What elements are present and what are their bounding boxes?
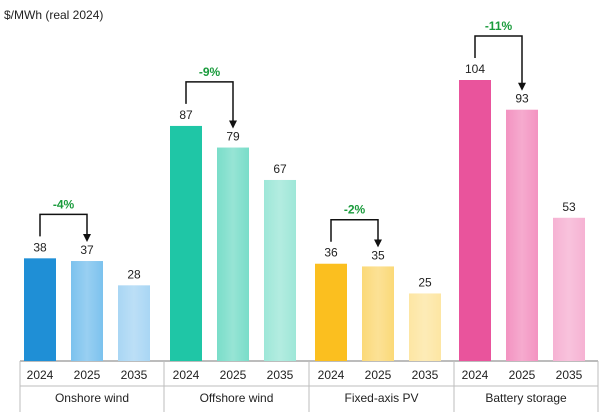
tick-label-fixed-axis-pv-2024: 2024 (318, 368, 345, 382)
tick-label-battery-storage-2024: 2024 (462, 368, 489, 382)
tick-label-onshore-wind-2024: 2024 (27, 368, 54, 382)
bar-sheen-onshore-wind-2035 (118, 285, 150, 361)
tick-label-offshore-wind-2035: 2035 (267, 368, 294, 382)
bar-battery-storage-2024 (459, 80, 491, 361)
change-arrow-battery-storage (474, 35, 526, 91)
change-label-battery-storage: -11% (485, 19, 513, 33)
data-label-onshore-wind-2035: 28 (127, 267, 141, 281)
data-label-onshore-wind-2024: 38 (33, 240, 47, 254)
bar-sheen-fixed-axis-pv-2025 (362, 266, 394, 361)
bar-sheen-battery-storage-2035 (553, 217, 585, 361)
data-label-battery-storage-2035: 53 (562, 200, 576, 214)
data-label-battery-storage-2024: 104 (465, 62, 485, 76)
bar-onshore-wind-2024 (24, 258, 56, 361)
bar-sheen-offshore-wind-2025 (217, 147, 249, 361)
tick-label-battery-storage-2025: 2025 (509, 368, 536, 382)
tick-label-offshore-wind-2024: 2024 (173, 368, 200, 382)
data-label-battery-storage-2025: 93 (515, 92, 529, 106)
change-arrow-fixed-axis-pv (330, 218, 382, 248)
change-label-offshore-wind: -9% (199, 65, 221, 79)
change-label-onshore-wind: -4% (53, 197, 75, 211)
tick-label-onshore-wind-2035: 2035 (121, 368, 148, 382)
bar-sheen-fixed-axis-pv-2035 (409, 293, 441, 361)
bar-sheen-offshore-wind-2035 (264, 179, 296, 361)
tick-label-fixed-axis-pv-2025: 2025 (365, 368, 392, 382)
bar-offshore-wind-2024 (170, 125, 202, 361)
data-label-fixed-axis-pv-2035: 25 (418, 275, 432, 289)
bar-sheen-onshore-wind-2025 (71, 261, 103, 361)
data-label-offshore-wind-2025: 79 (226, 130, 240, 144)
unit-label: $/MWh (real 2024) (4, 8, 104, 22)
data-label-fixed-axis-pv-2024: 36 (324, 246, 338, 260)
change-arrow-onshore-wind (39, 213, 91, 243)
bar-fixed-axis-pv-2024 (315, 263, 347, 361)
tick-label-fixed-axis-pv-2035: 2035 (412, 368, 439, 382)
group-label-offshore-wind: Offshore wind (200, 391, 274, 405)
data-label-offshore-wind-2024: 87 (179, 108, 193, 122)
change-arrow-offshore-wind (185, 81, 237, 129)
group-label-fixed-axis-pv: Fixed-axis PV (344, 391, 418, 405)
change-label-fixed-axis-pv: -2% (344, 203, 366, 217)
data-label-onshore-wind-2025: 37 (80, 243, 94, 257)
data-label-fixed-axis-pv-2025: 35 (371, 248, 385, 262)
group-label-onshore-wind: Onshore wind (55, 391, 129, 405)
data-label-offshore-wind-2035: 67 (273, 162, 287, 176)
tick-label-onshore-wind-2025: 2025 (74, 368, 101, 382)
group-label-battery-storage: Battery storage (485, 391, 567, 405)
tick-label-battery-storage-2035: 2035 (556, 368, 583, 382)
bar-sheen-battery-storage-2025 (506, 109, 538, 361)
tick-label-offshore-wind-2025: 2025 (220, 368, 247, 382)
